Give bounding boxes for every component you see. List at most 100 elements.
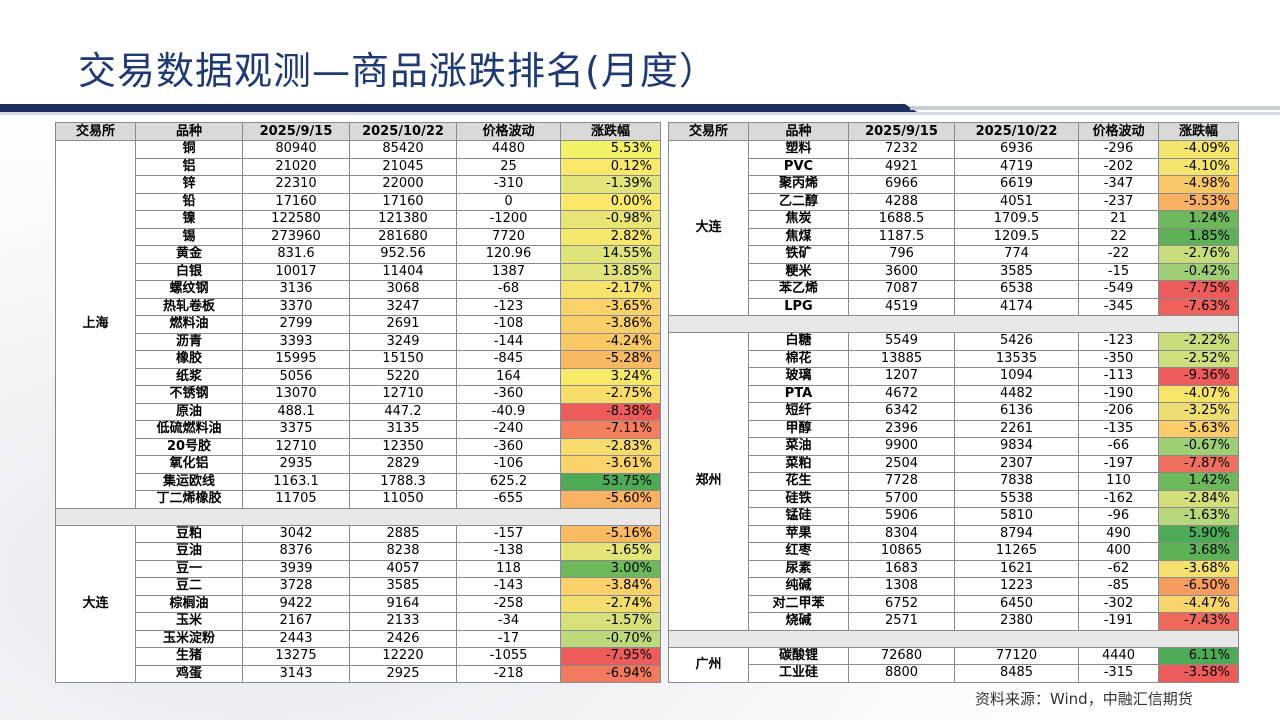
- table-row: 菜粕 2504 2307 -197 -7.87%: [669, 454, 1239, 473]
- price-date2-cell: 12710: [349, 385, 457, 404]
- price-date1-cell: 8376: [242, 542, 350, 561]
- table-row: 苹果 8304 8794 490 5.90%: [669, 524, 1239, 543]
- variety-cell: 焦煤: [748, 227, 849, 246]
- variety-cell: 锰硅: [748, 507, 849, 526]
- variety-cell: 豆油: [135, 542, 243, 561]
- table-row: 甲醇 2396 2261 -135 -5.63%: [669, 419, 1239, 438]
- variety-cell: 纸浆: [135, 367, 243, 386]
- price-date2-cell: 5538: [954, 489, 1079, 508]
- table-row: 沥青 3393 3249 -144 -4.24%: [56, 332, 661, 351]
- price-date1-cell: 1683: [848, 559, 955, 578]
- price-change-cell: -143: [456, 577, 561, 596]
- price-date1-cell: 13885: [848, 349, 955, 368]
- table-row: 硅铁 5700 5538 -162 -2.84%: [669, 489, 1239, 508]
- price-date2-cell: 8485: [954, 664, 1079, 683]
- price-change-cell: -206: [1078, 402, 1159, 421]
- pct-change-cell: -0.67%: [1158, 437, 1239, 456]
- variety-cell: 沥青: [135, 332, 243, 351]
- price-date2-cell: 9834: [954, 437, 1079, 456]
- variety-cell: 纯碱: [748, 577, 849, 596]
- table-row: 棕榈油 9422 9164 -258 -2.74%: [56, 594, 661, 613]
- pct-change-cell: -3.61%: [560, 455, 661, 474]
- variety-cell: 硅铁: [748, 489, 849, 508]
- table-row: 燃料油 2799 2691 -108 -3.86%: [56, 315, 661, 334]
- pct-change-cell: -2.75%: [560, 385, 661, 404]
- table-row: 生猪 13275 12220 -1055 -7.95%: [56, 647, 661, 666]
- price-date1-cell: 11705: [242, 490, 350, 509]
- price-date2-cell: 3585: [349, 577, 457, 596]
- table-row: 豆油 8376 8238 -138 -1.65%: [56, 542, 661, 561]
- price-change-cell: -296: [1078, 140, 1159, 159]
- pct-change-cell: -3.65%: [560, 297, 661, 316]
- price-date2-cell: 17160: [349, 192, 457, 211]
- header-variety: 品种: [135, 122, 243, 141]
- source-note: 资料来源：Wind，中融汇信期货: [975, 690, 1193, 708]
- table-row: 白银 10017 11404 1387 13.85%: [56, 262, 661, 281]
- price-date1-cell: 7087: [848, 280, 955, 299]
- exchange-cell: 上海: [55, 140, 136, 509]
- variety-cell: 生猪: [135, 647, 243, 666]
- table-row: LPG 4519 4174 -345 -7.63%: [669, 297, 1239, 316]
- table-row: 低硫燃料油 3375 3135 -240 -7.11%: [56, 420, 661, 439]
- pct-change-cell: -6.50%: [1158, 577, 1239, 596]
- price-date1-cell: 2396: [848, 419, 955, 438]
- table-row: 上海铜 80940 85420 4480 5.53%: [55, 140, 661, 509]
- price-change-cell: -345: [1078, 297, 1159, 316]
- variety-cell: 氧化铝: [135, 455, 243, 474]
- price-date2-cell: 6936: [954, 140, 1079, 159]
- price-date2-cell: 12220: [349, 647, 457, 666]
- variety-cell: 菜粕: [748, 454, 849, 473]
- price-date1-cell: 3143: [242, 664, 350, 683]
- pct-change-cell: -4.47%: [1158, 594, 1239, 613]
- table-row: 焦炭 1688.5 1709.5 21 1.24%: [669, 210, 1239, 229]
- price-date2-cell: 2925: [349, 664, 457, 683]
- variety-cell: 镍: [135, 210, 243, 229]
- header-pct-change: 涨跌幅: [1158, 122, 1239, 141]
- price-change-cell: 120.96: [456, 245, 561, 264]
- price-date2-cell: 2426: [349, 629, 457, 648]
- title-underline-accent: [910, 106, 1280, 110]
- price-date2-cell: 3249: [349, 332, 457, 351]
- variety-cell: 玉米淀粉: [135, 629, 243, 648]
- header-variety: 品种: [748, 122, 849, 141]
- price-date1-cell: 1688.5: [848, 210, 955, 229]
- pct-change-cell: 2.82%: [560, 227, 661, 246]
- pct-change-cell: -3.84%: [560, 577, 661, 596]
- price-date1-cell: 13275: [242, 647, 350, 666]
- table-row: 铁矿 796 774 -22 -2.76%: [669, 245, 1239, 264]
- pct-change-cell: -5.63%: [1158, 419, 1239, 438]
- pct-change-cell: 14.55%: [560, 245, 661, 264]
- variety-cell: 不锈钢: [135, 385, 243, 404]
- table-row: 黄金 831.6 952.56 120.96 14.55%: [56, 245, 661, 264]
- pct-change-cell: -6.94%: [560, 664, 661, 683]
- pct-change-cell: -5.28%: [560, 350, 661, 369]
- title-underline-shadow: [0, 112, 1280, 115]
- price-date1-cell: 3393: [242, 332, 350, 351]
- variety-cell: 锌: [135, 175, 243, 194]
- table-row: 郑州 白糖 5549 5426 -123 -2.22%: [668, 332, 1239, 631]
- price-date2-cell: 15150: [349, 350, 457, 369]
- price-date2-cell: 21045: [349, 157, 457, 176]
- pct-change-cell: -1.65%: [560, 542, 661, 561]
- price-change-cell: -237: [1078, 192, 1159, 211]
- variety-cell: 玻璃: [748, 367, 849, 386]
- header-price-change: 价格波动: [1078, 122, 1159, 141]
- variety-cell: 原油: [135, 402, 243, 421]
- price-date2-cell: 6619: [954, 175, 1079, 194]
- table-row: 鸡蛋 3143 2925 -218 -6.94%: [56, 664, 661, 683]
- price-change-cell: -123: [456, 297, 561, 316]
- pct-change-cell: -5.16%: [560, 524, 661, 543]
- price-date1-cell: 6966: [848, 175, 955, 194]
- pct-change-cell: 6.11%: [1158, 646, 1239, 665]
- table-row: 氧化铝 2935 2829 -106 -3.61%: [56, 455, 661, 474]
- variety-cell: 铜: [135, 140, 243, 159]
- price-date2-cell: 6136: [954, 402, 1079, 421]
- price-change-cell: -202: [1078, 157, 1159, 176]
- table-row: 对二甲苯 6752 6450 -302 -4.47%: [669, 594, 1239, 613]
- table-row: 螺纹钢 3136 3068 -68 -2.17%: [56, 280, 661, 299]
- price-change-cell: -34: [456, 612, 561, 631]
- variety-cell: 鸡蛋: [135, 664, 243, 683]
- price-date2-cell: 4482: [954, 384, 1079, 403]
- variety-cell: 豆粕: [135, 524, 243, 543]
- price-date1-cell: 13070: [242, 385, 350, 404]
